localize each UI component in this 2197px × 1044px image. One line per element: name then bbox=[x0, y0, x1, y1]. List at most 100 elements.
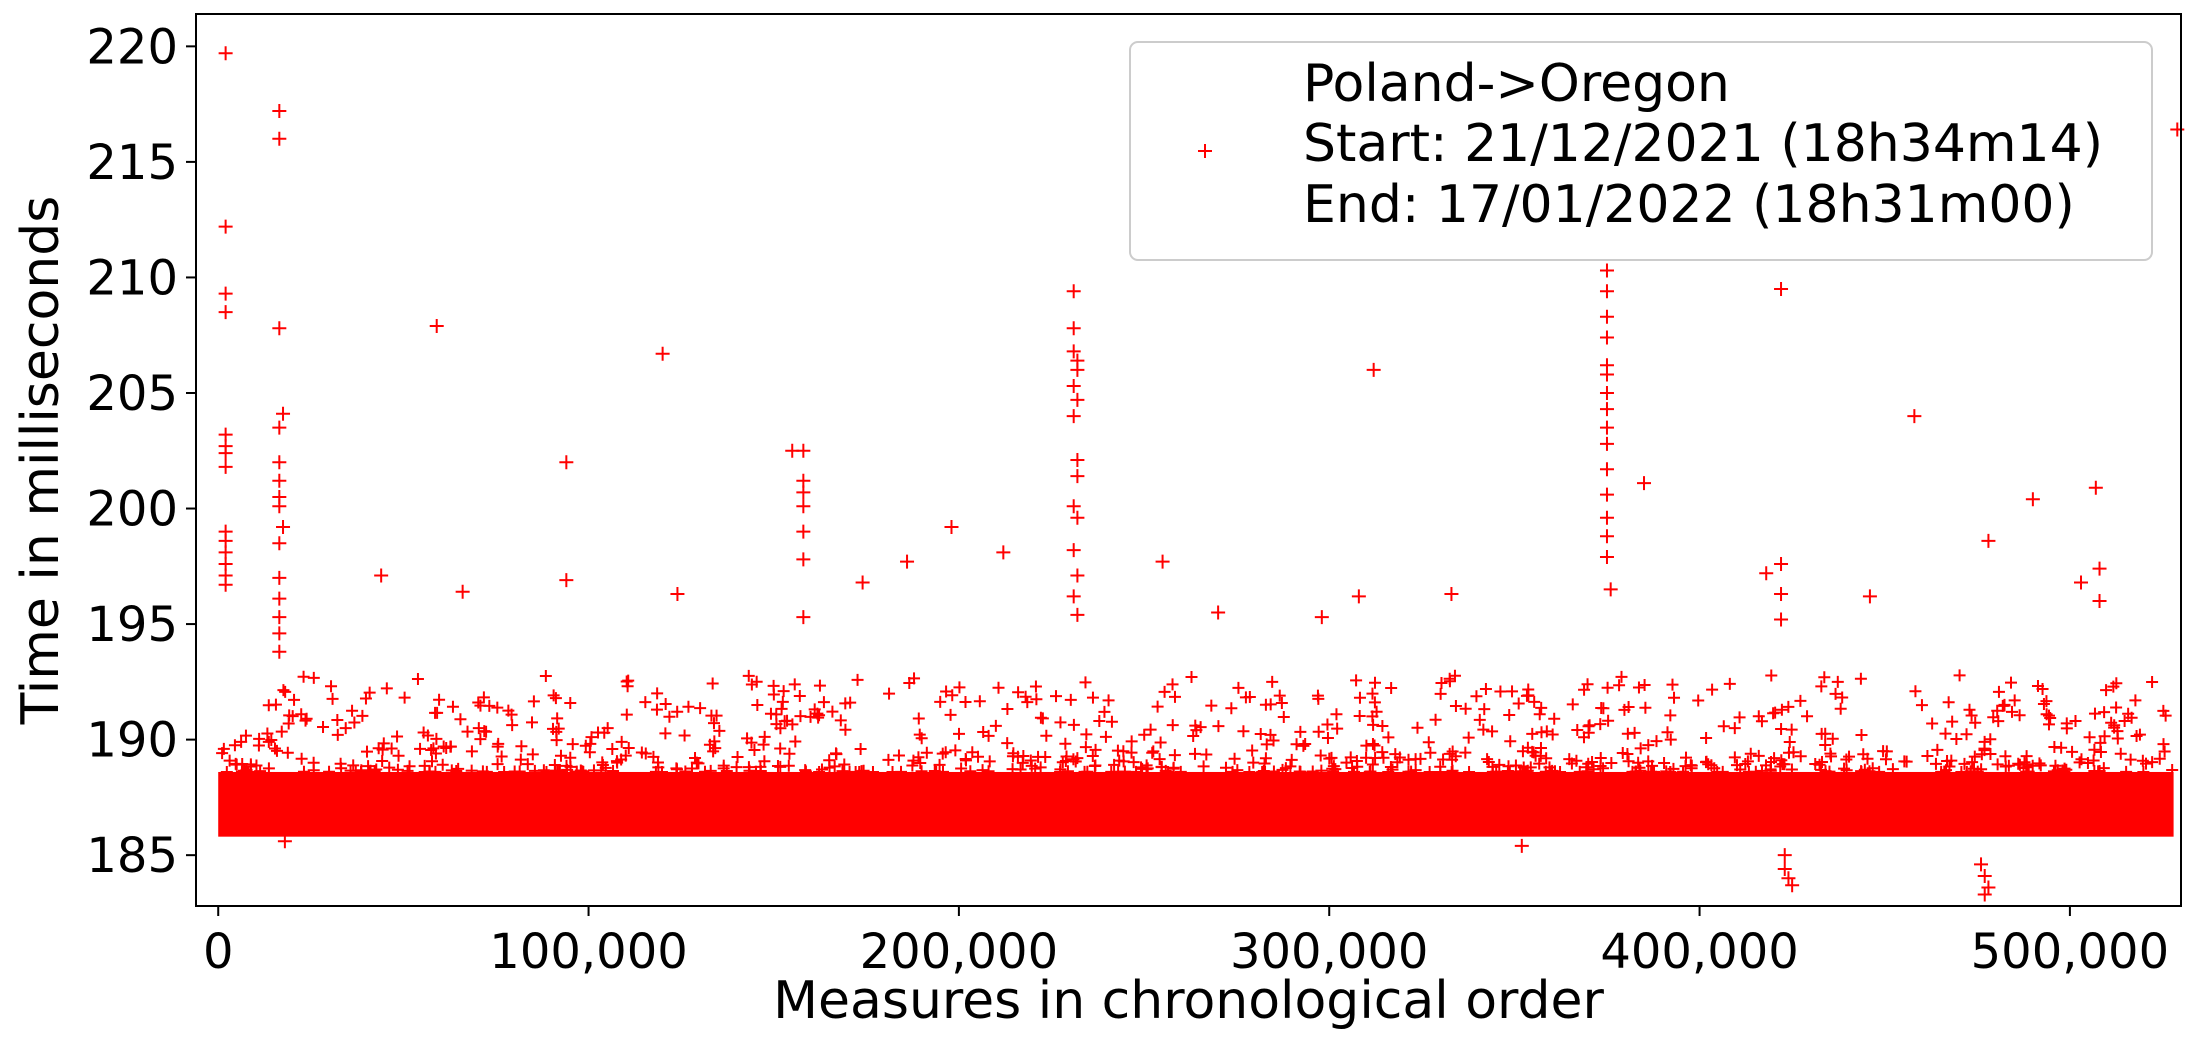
data-point-scatter bbox=[1794, 750, 1807, 763]
data-point-scatter bbox=[952, 727, 965, 740]
data-point-scatter bbox=[1473, 713, 1486, 726]
data-point-scatter bbox=[1188, 747, 1201, 760]
data-point-scatter bbox=[1815, 680, 1828, 693]
data-point-scatter bbox=[1297, 739, 1310, 752]
data-point-scatter bbox=[1728, 751, 1741, 764]
data-point-scatter bbox=[433, 693, 446, 706]
data-point-scatter bbox=[678, 729, 691, 742]
data-point-scatter bbox=[1668, 691, 1681, 704]
data-point-scatter bbox=[1314, 749, 1327, 762]
data-point bbox=[1862, 589, 1877, 604]
data-point-scatter bbox=[392, 749, 405, 762]
data-point-scatter bbox=[1089, 743, 1102, 756]
data-point-scatter bbox=[892, 749, 905, 762]
data-point-scatter bbox=[830, 748, 843, 761]
data-point-scatter bbox=[223, 754, 236, 767]
data-point-scatter bbox=[1900, 755, 1913, 768]
data-point-scatter bbox=[514, 753, 527, 766]
data-point-scatter bbox=[307, 671, 320, 684]
data-point-scatter bbox=[1102, 694, 1115, 707]
data-point-scatter bbox=[1327, 760, 1340, 773]
data-point-scatter bbox=[1054, 716, 1067, 729]
data-point bbox=[796, 499, 811, 514]
data-point-scatter bbox=[839, 723, 852, 736]
data-point-scatter bbox=[767, 679, 780, 692]
data-point-scatter bbox=[525, 716, 538, 729]
legend-box bbox=[1129, 41, 2153, 261]
data-point-scatter bbox=[480, 725, 493, 738]
data-point-scatter bbox=[1621, 748, 1634, 761]
data-point-scatter bbox=[228, 739, 241, 752]
data-point bbox=[272, 131, 287, 146]
data-point-scatter bbox=[1212, 720, 1225, 733]
data-point-scatter bbox=[1512, 697, 1525, 710]
data-point-scatter bbox=[2114, 747, 2127, 760]
data-point-scatter bbox=[1700, 731, 1713, 744]
data-point-scatter bbox=[751, 698, 764, 711]
data-point-scatter bbox=[983, 755, 996, 768]
data-point-scatter bbox=[1504, 735, 1517, 748]
data-point-scatter bbox=[775, 702, 788, 715]
data-point-scatter bbox=[854, 743, 867, 756]
data-point-scatter bbox=[1200, 748, 1213, 761]
data-point bbox=[1907, 409, 1922, 424]
data-point-scatter bbox=[912, 712, 925, 725]
data-point bbox=[272, 455, 287, 470]
data-point-scatter bbox=[1482, 756, 1495, 769]
data-point-scatter bbox=[1522, 689, 1535, 702]
data-point-scatter bbox=[1834, 702, 1847, 715]
data-point-scatter bbox=[1088, 760, 1101, 773]
data-point-scatter bbox=[244, 758, 257, 771]
y-tick-label: 215 bbox=[86, 135, 178, 191]
x-axis-ticks: 0 100,000 200,000 300,000 400,000 500,000 bbox=[203, 906, 2169, 980]
data-point-scatter bbox=[1571, 723, 1584, 736]
data-point-scatter bbox=[2021, 761, 2034, 774]
data-point-scatter bbox=[1194, 721, 1207, 734]
data-point-scatter bbox=[659, 697, 672, 710]
data-point-scatter bbox=[1478, 703, 1491, 716]
data-point-scatter bbox=[281, 746, 294, 759]
data-point bbox=[1599, 550, 1614, 565]
data-point-scatter bbox=[1064, 693, 1077, 706]
data-point-scatter bbox=[710, 709, 723, 722]
data-point-scatter bbox=[1368, 696, 1381, 709]
data-point-scatter bbox=[539, 669, 552, 682]
data-point-scatter bbox=[689, 752, 702, 765]
data-point-scatter bbox=[2140, 757, 2153, 770]
data-point-scatter bbox=[461, 725, 474, 738]
data-point-scatter bbox=[1067, 753, 1080, 766]
data-point-scatter bbox=[1787, 746, 1800, 759]
data-point bbox=[272, 644, 287, 659]
data-point-scatter bbox=[506, 719, 519, 732]
data-point-scatter bbox=[331, 713, 344, 726]
data-point-scatter bbox=[477, 691, 490, 704]
data-point bbox=[996, 545, 1011, 560]
data-point bbox=[1066, 344, 1081, 359]
data-point-scatter bbox=[1931, 743, 1944, 756]
data-point-scatter bbox=[363, 686, 376, 699]
data-point-scatter bbox=[939, 746, 952, 759]
data-point-scatter bbox=[774, 742, 787, 755]
data-point-scatter bbox=[1479, 682, 1492, 695]
data-point-scatter bbox=[940, 685, 953, 698]
data-point-scatter bbox=[2088, 743, 2101, 756]
data-point-scatter bbox=[1260, 738, 1273, 751]
data-point-scatter bbox=[1140, 759, 1153, 772]
data-point-scatter bbox=[426, 755, 439, 768]
data-point-scatter bbox=[1284, 760, 1297, 773]
data-point-scatter bbox=[454, 713, 467, 726]
data-point-scatter bbox=[883, 687, 896, 700]
data-point-scatter bbox=[1987, 711, 2000, 724]
data-point-scatter bbox=[1601, 681, 1614, 694]
data-point-scatter bbox=[1247, 756, 1260, 769]
data-point-scatter bbox=[297, 670, 310, 683]
data-point bbox=[218, 459, 233, 474]
data-point-scatter bbox=[1775, 754, 1788, 767]
data-point-scatter bbox=[2146, 756, 2159, 769]
data-point-scatter bbox=[1528, 695, 1541, 708]
data-point bbox=[272, 473, 287, 488]
data-point-scatter bbox=[1409, 753, 1422, 766]
data-point-scatter bbox=[707, 745, 720, 758]
data-point-scatter bbox=[1978, 742, 1991, 755]
data-point bbox=[1444, 587, 1459, 602]
